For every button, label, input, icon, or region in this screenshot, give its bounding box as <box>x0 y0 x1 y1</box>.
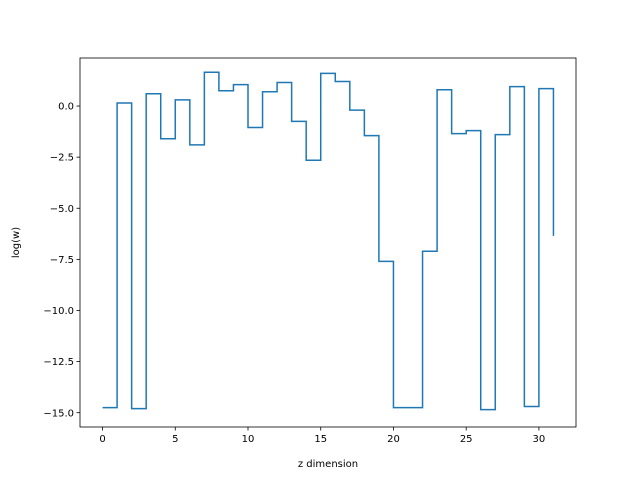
x-tick-label: 25 <box>460 434 473 445</box>
series-line-0 <box>102 71 555 411</box>
y-tick-label: −15.0 <box>43 408 74 419</box>
axes-frame <box>79 57 577 428</box>
x-tick-label: 5 <box>172 434 178 445</box>
x-tick-label: 30 <box>533 434 546 445</box>
y-tick-label: −2.5 <box>50 153 74 164</box>
x-axis-ticks: 0 5 10 15 20 25 30 <box>99 427 545 445</box>
x-tick-label: 0 <box>99 434 105 445</box>
y-axis-ticks: 0.0 −2.5 −5.0 −7.5 −10.0 −12.5 −15.0 <box>43 102 80 419</box>
y-tick-label: −12.5 <box>43 357 74 368</box>
y-tick-label: −10.0 <box>43 306 74 317</box>
y-tick-label: −5.0 <box>50 204 74 215</box>
x-axis-label: z dimension <box>298 459 358 470</box>
axes-spines <box>79 57 577 428</box>
x-tick-label: 10 <box>242 434 255 445</box>
x-tick-label: 15 <box>314 434 327 445</box>
y-axis-label: log(w) <box>11 227 22 258</box>
y-tick-label: −7.5 <box>50 255 74 266</box>
y-tick-label: 0.0 <box>58 102 74 113</box>
x-tick-label: 20 <box>387 434 400 445</box>
series-layer <box>102 71 555 411</box>
plot-area <box>80 58 576 427</box>
